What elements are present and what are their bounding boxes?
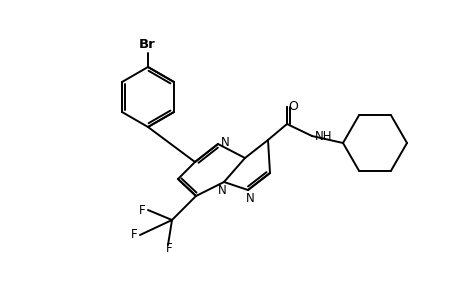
Text: NH: NH <box>314 130 332 143</box>
Text: N: N <box>220 136 229 149</box>
Text: F: F <box>130 229 137 242</box>
Text: Br: Br <box>138 38 155 52</box>
Text: F: F <box>165 242 172 254</box>
Text: N: N <box>245 193 254 206</box>
Text: O: O <box>287 100 297 113</box>
Text: F: F <box>138 203 145 217</box>
Text: N: N <box>217 184 226 196</box>
